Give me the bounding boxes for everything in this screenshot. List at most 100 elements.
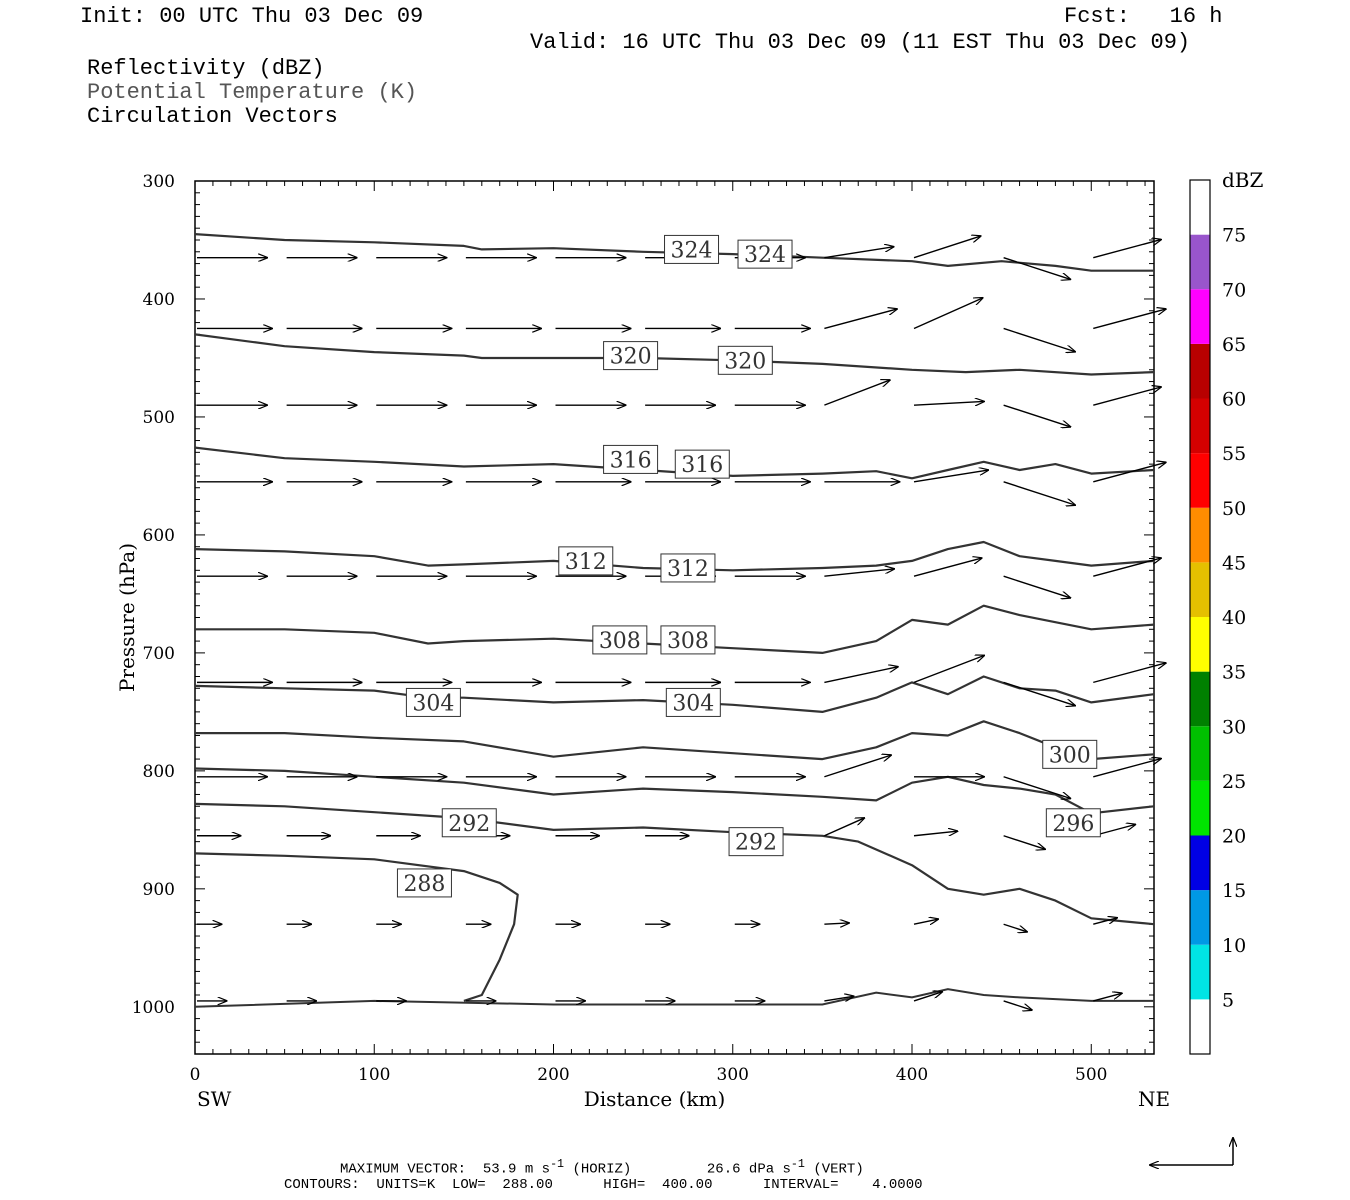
vert-value: 26.6 dPa s — [706, 1161, 791, 1178]
colorbar-segment — [1190, 617, 1210, 672]
plot-frame — [194, 180, 1155, 1055]
y-tick-label: 1000 — [132, 998, 175, 1018]
colorbar-tick-label: 50 — [1222, 498, 1246, 520]
circulation-vector — [824, 755, 891, 778]
circulation-vector — [913, 401, 984, 405]
contour-label-box — [1042, 739, 1098, 769]
contour-label-box — [603, 341, 659, 371]
horiz-exponent: -1 — [550, 1157, 565, 1171]
contour-label: 304 — [412, 691, 454, 716]
contour-label: 316 — [610, 448, 652, 473]
y-tick-label: 800 — [143, 762, 175, 782]
init-time: Init: 00 UTC Thu 03 Dec 09 — [80, 4, 424, 29]
y-tick-label: 500 — [143, 408, 175, 428]
circulation-vector — [913, 992, 942, 1002]
field-reflectivity: Reflectivity (dBZ) — [87, 56, 325, 81]
contour-line-300 — [195, 720, 1154, 761]
colorbar-tick-label: 75 — [1222, 225, 1246, 247]
contour-info: CONTOURS: UNITS=K LOW= 288.00 HIGH= 400.… — [284, 1177, 923, 1193]
contour-label: 292 — [448, 812, 490, 837]
contour-label: 316 — [681, 453, 723, 478]
field-circulation-vectors: Circulation Vectors — [87, 104, 338, 129]
colorbar-tick-label: 45 — [1222, 552, 1246, 574]
colorbar-tick-label: 55 — [1222, 443, 1246, 465]
circulation-vector — [1093, 918, 1117, 925]
colorbar-segment — [1190, 999, 1210, 1054]
contour-line-296 — [195, 767, 1154, 815]
x-axis-label: Distance (km) — [584, 1087, 726, 1111]
contour-label: 324 — [671, 238, 713, 263]
contour-label: 296 — [1052, 812, 1094, 837]
field-potential-temperature: Potential Temperature (K) — [87, 80, 418, 105]
contour-label-box — [665, 687, 721, 717]
contour-label-box — [603, 444, 659, 474]
circulation-vector — [913, 656, 984, 684]
contour-label-box — [660, 553, 716, 583]
circulation-vector — [824, 996, 853, 1001]
contour-label-box — [396, 868, 452, 898]
colorbar-segment — [1190, 180, 1210, 235]
contour-label: 292 — [735, 831, 777, 856]
colorbar-segment — [1190, 289, 1210, 344]
y-tick-label: 300 — [143, 172, 175, 192]
x-tick-label: 200 — [537, 1065, 569, 1085]
circulation-vector — [1093, 558, 1161, 577]
circulation-vector — [1093, 309, 1165, 330]
circulation-vector — [824, 569, 894, 577]
colorbar-tick-label: 15 — [1222, 880, 1246, 902]
colorbar-tick-label: 60 — [1222, 389, 1246, 411]
contour-line-312 — [195, 540, 1154, 572]
valid-time: Valid: 16 UTC Thu 03 Dec 09 (11 EST Thu … — [530, 30, 1191, 55]
circulation-vector — [1003, 257, 1071, 280]
contour-label: 312 — [565, 550, 607, 575]
contour-label: 320 — [724, 349, 766, 374]
circulation-vector — [1093, 663, 1165, 684]
colorbar-segment — [1190, 780, 1210, 836]
y-tick-label: 900 — [143, 880, 175, 900]
circulation-vector — [913, 919, 938, 924]
y-tick-label: 400 — [143, 290, 175, 310]
circulation-vector — [1093, 387, 1161, 406]
contour-label-box — [717, 345, 773, 375]
contour-label-box — [441, 808, 497, 838]
x-tick-label: 400 — [896, 1065, 928, 1085]
contour-line-308 — [195, 604, 1154, 655]
circulation-vector — [824, 818, 864, 837]
circulation-vector — [1003, 404, 1071, 427]
contour-label: 324 — [744, 243, 786, 268]
circulation-vector — [1093, 240, 1161, 259]
x-tick-label: 100 — [358, 1065, 390, 1085]
x-end-label-ne: NE — [1138, 1087, 1170, 1111]
colorbar-tick-label: 70 — [1222, 279, 1246, 301]
circulation-vector — [913, 558, 982, 577]
contour-line-288 — [195, 852, 519, 1002]
vert-unit: (VERT) — [813, 1161, 864, 1178]
horiz-value: 53.9 m s — [482, 1161, 551, 1178]
contour-line-surface — [195, 988, 1154, 1008]
contour-label-box — [660, 625, 716, 655]
contour-label-box — [737, 239, 793, 269]
x-tick-label: 300 — [717, 1065, 749, 1085]
x-end-label-sw: SW — [197, 1087, 232, 1111]
colorbar-segment — [1190, 562, 1210, 617]
circulation-vector — [824, 309, 896, 330]
colorbar-tick-label: 35 — [1222, 662, 1246, 684]
contour-line-292 — [195, 802, 1154, 926]
circulation-vector — [1003, 835, 1045, 849]
circulation-vector — [824, 380, 889, 406]
colorbar-tick-label: 10 — [1222, 935, 1246, 957]
circulation-vector — [913, 831, 957, 837]
contour-label-box — [674, 449, 730, 479]
contour-label-box — [664, 234, 720, 264]
y-tick-label: 600 — [143, 526, 175, 546]
colorbar-segment — [1190, 671, 1210, 727]
colorbar-tick-label: 5 — [1222, 989, 1234, 1011]
circulation-vector — [824, 923, 848, 924]
colorbar-segment — [1190, 453, 1210, 508]
colorbar-segment — [1190, 398, 1210, 454]
circulation-vector — [1093, 759, 1161, 778]
colorbar-tick-label: 65 — [1222, 334, 1246, 356]
colorbar-segment — [1190, 507, 1210, 563]
contour-label-box — [558, 546, 614, 576]
